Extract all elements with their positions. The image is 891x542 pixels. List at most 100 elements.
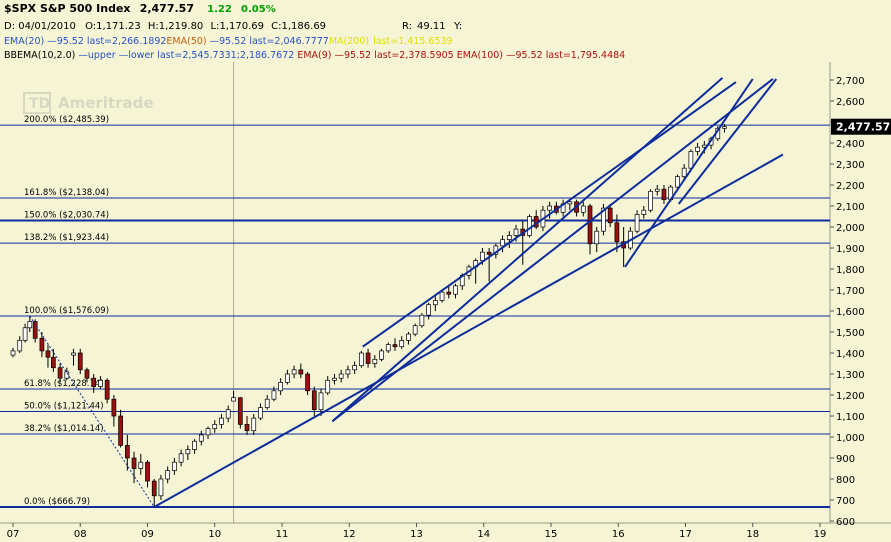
symbol-label: $SPX S&P 500 Index	[4, 2, 131, 15]
candle-body	[527, 216, 532, 236]
y-tick-label: 900	[836, 454, 855, 465]
candle-body	[285, 373, 290, 383]
candle-body	[298, 369, 304, 375]
date-label: D: 04/01/2010	[4, 21, 76, 32]
candle-body	[57, 367, 63, 379]
candle-body	[111, 398, 117, 417]
candle-body	[675, 176, 680, 188]
candle-body	[138, 461, 144, 469]
x-tick-label: 16	[612, 529, 625, 540]
x-axis: 07 08 09 10 11 12 13 14 15 16 17 18 19	[7, 523, 826, 540]
candle-body	[500, 239, 505, 247]
y-tick-label: 700	[836, 496, 855, 507]
y-tick-label: 2,700	[836, 76, 865, 87]
candle-body	[212, 424, 218, 429]
y-tick-label: 1,100	[836, 412, 865, 423]
ema9-label: EMA(9)	[297, 50, 332, 61]
fib-level-label: 50.0% ($1,121.44)	[24, 401, 104, 411]
candle-body	[178, 453, 184, 463]
candle-body	[151, 480, 157, 497]
gridlines	[0, 62, 891, 524]
y-tick-label: 1,500	[836, 328, 865, 339]
candle-body	[45, 350, 51, 358]
candle-body	[318, 392, 324, 411]
candle-body	[278, 382, 284, 392]
fib-level-label: 100.0% ($1,576.09)	[24, 306, 109, 316]
candle-body	[118, 415, 123, 446]
candle-body	[372, 358, 378, 364]
header-row-symbol: $SPX S&P 500 Index 2,477.57 1.22 0.05%	[4, 2, 276, 16]
candle-body	[634, 214, 640, 232]
candle-body	[399, 340, 405, 348]
y-tick-label: 1,400	[836, 349, 865, 360]
y-tick-label: 2,400	[836, 139, 865, 150]
y-tick-label: 2,000	[836, 223, 865, 234]
candle-body	[258, 407, 263, 419]
bbema-values: —upper —lower last=2,545.7331;2,186.7672	[78, 50, 295, 61]
candle-body	[385, 344, 391, 352]
candle-body	[251, 417, 257, 432]
watermark-ameritrade: Ameritrade	[58, 94, 154, 112]
y-tick-label: 2,100	[836, 202, 865, 213]
y-tick-label: 1,000	[836, 433, 865, 444]
trendline	[677, 78, 778, 205]
candle-body	[332, 377, 337, 381]
ma200-values: last=1,415.6539	[373, 36, 453, 47]
ema20-label: EMA(20)	[4, 36, 45, 47]
candle-body	[291, 369, 297, 375]
candle-body	[432, 300, 438, 306]
close-label: C:	[271, 21, 282, 32]
candle-body	[145, 461, 150, 482]
open-value: 1,171.23	[96, 21, 141, 32]
price-change-pct: 0.05%	[241, 4, 276, 15]
candle-body	[219, 417, 224, 425]
candle-body	[158, 478, 164, 497]
candle-body	[681, 167, 687, 177]
ema100-label: EMA(100)	[456, 50, 503, 61]
x-tick-label: 13	[410, 529, 423, 540]
candle-body	[271, 390, 277, 400]
td-logo-icon	[23, 92, 51, 114]
trendline	[331, 78, 774, 423]
dashed-retracement-line	[29, 315, 155, 508]
candle-body	[172, 461, 177, 471]
candle-body	[225, 409, 231, 419]
candle-body	[365, 352, 371, 364]
fib-level-label: 200.0% ($2,485.39)	[24, 115, 109, 125]
candle-body	[185, 449, 191, 455]
ema9-values: —95.52 last=2,378.5905	[334, 50, 454, 61]
candle-body	[237, 397, 243, 425]
candle-body	[131, 457, 137, 469]
candle-body	[104, 379, 110, 400]
candle-body	[91, 377, 97, 387]
y-tick-label: 1,600	[836, 307, 865, 318]
candle-body	[10, 350, 16, 356]
td-logo-text: TD	[29, 96, 50, 112]
candle-body	[661, 188, 667, 201]
candle-body	[264, 398, 270, 408]
candle-body	[601, 207, 606, 232]
header-row-bb: BBEMA(10,2.0) —upper —lower last=2,545.73…	[4, 49, 625, 62]
x-tick-label: 18	[746, 529, 759, 540]
candle-body	[486, 251, 492, 255]
ma200-label: MA(200)	[328, 36, 370, 47]
ema50-values: —95.52 last=2,046.7777	[209, 36, 329, 47]
candle-body	[124, 445, 130, 459]
candle-body	[406, 333, 411, 341]
last-price-marker: 2,477.57	[831, 118, 891, 135]
candle-body	[614, 222, 620, 243]
candle-body	[50, 356, 56, 369]
fib-level-label: 0.0% ($666.79)	[24, 497, 90, 507]
candle-body	[311, 390, 317, 411]
candle-body	[98, 379, 103, 387]
candle-body	[594, 230, 600, 245]
candle-body	[39, 337, 45, 352]
low-value: 1,170.69	[219, 21, 264, 32]
candle-body	[64, 371, 70, 379]
y-axis: 600 700 800 900 1,000 1,100 1,200 1,300 1,400 1,5…	[830, 76, 865, 528]
candle-body	[412, 325, 418, 335]
price-change: 1.22	[207, 4, 232, 15]
y-tick-label: 600	[836, 517, 855, 528]
